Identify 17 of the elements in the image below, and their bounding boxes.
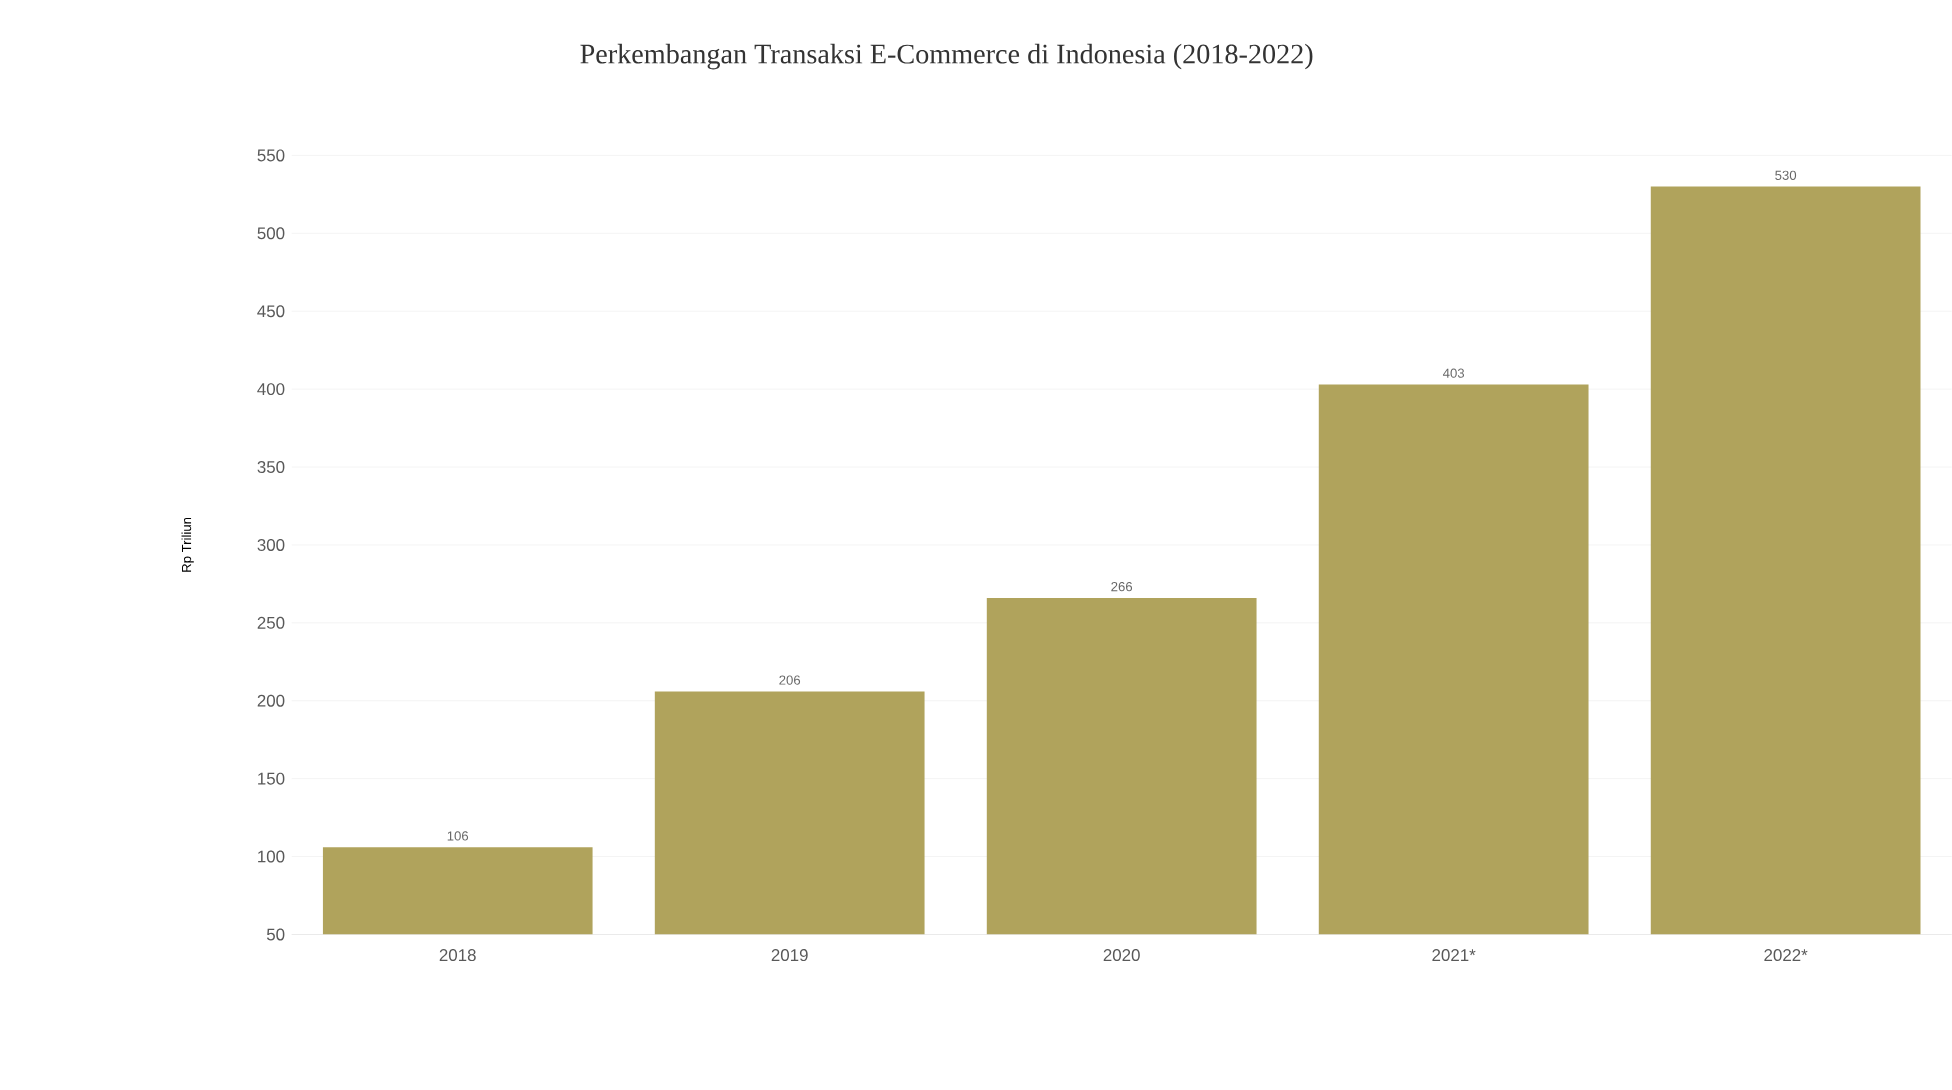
x-tick-label: 2018 <box>439 948 476 961</box>
y-tick-label: 100 <box>258 850 285 863</box>
x-tick-label: 2019 <box>771 948 808 961</box>
y-tick-label: 350 <box>257 460 285 473</box>
y-tick-label: 400 <box>257 383 285 395</box>
x-tick-label: 2022* <box>1764 948 1808 961</box>
y-tick-label: 250 <box>257 616 285 629</box>
y-tick-label: 200 <box>257 694 285 707</box>
y-tick-label: 300 <box>257 538 285 551</box>
y-tick-label: 50 <box>266 928 285 941</box>
y-tick-label: 450 <box>257 305 285 318</box>
chart-title: Perkembangan Transaksi E-Commerce di Indonesia (2018-2022) <box>580 43 1313 70</box>
x-tick-label: 2021* <box>1432 948 1476 961</box>
y-tick-label: 150 <box>258 772 285 785</box>
y-tick-label: 550 <box>257 149 285 162</box>
y-tick-label: 500 <box>257 227 285 240</box>
x-tick-label: 2020 <box>1103 948 1140 961</box>
